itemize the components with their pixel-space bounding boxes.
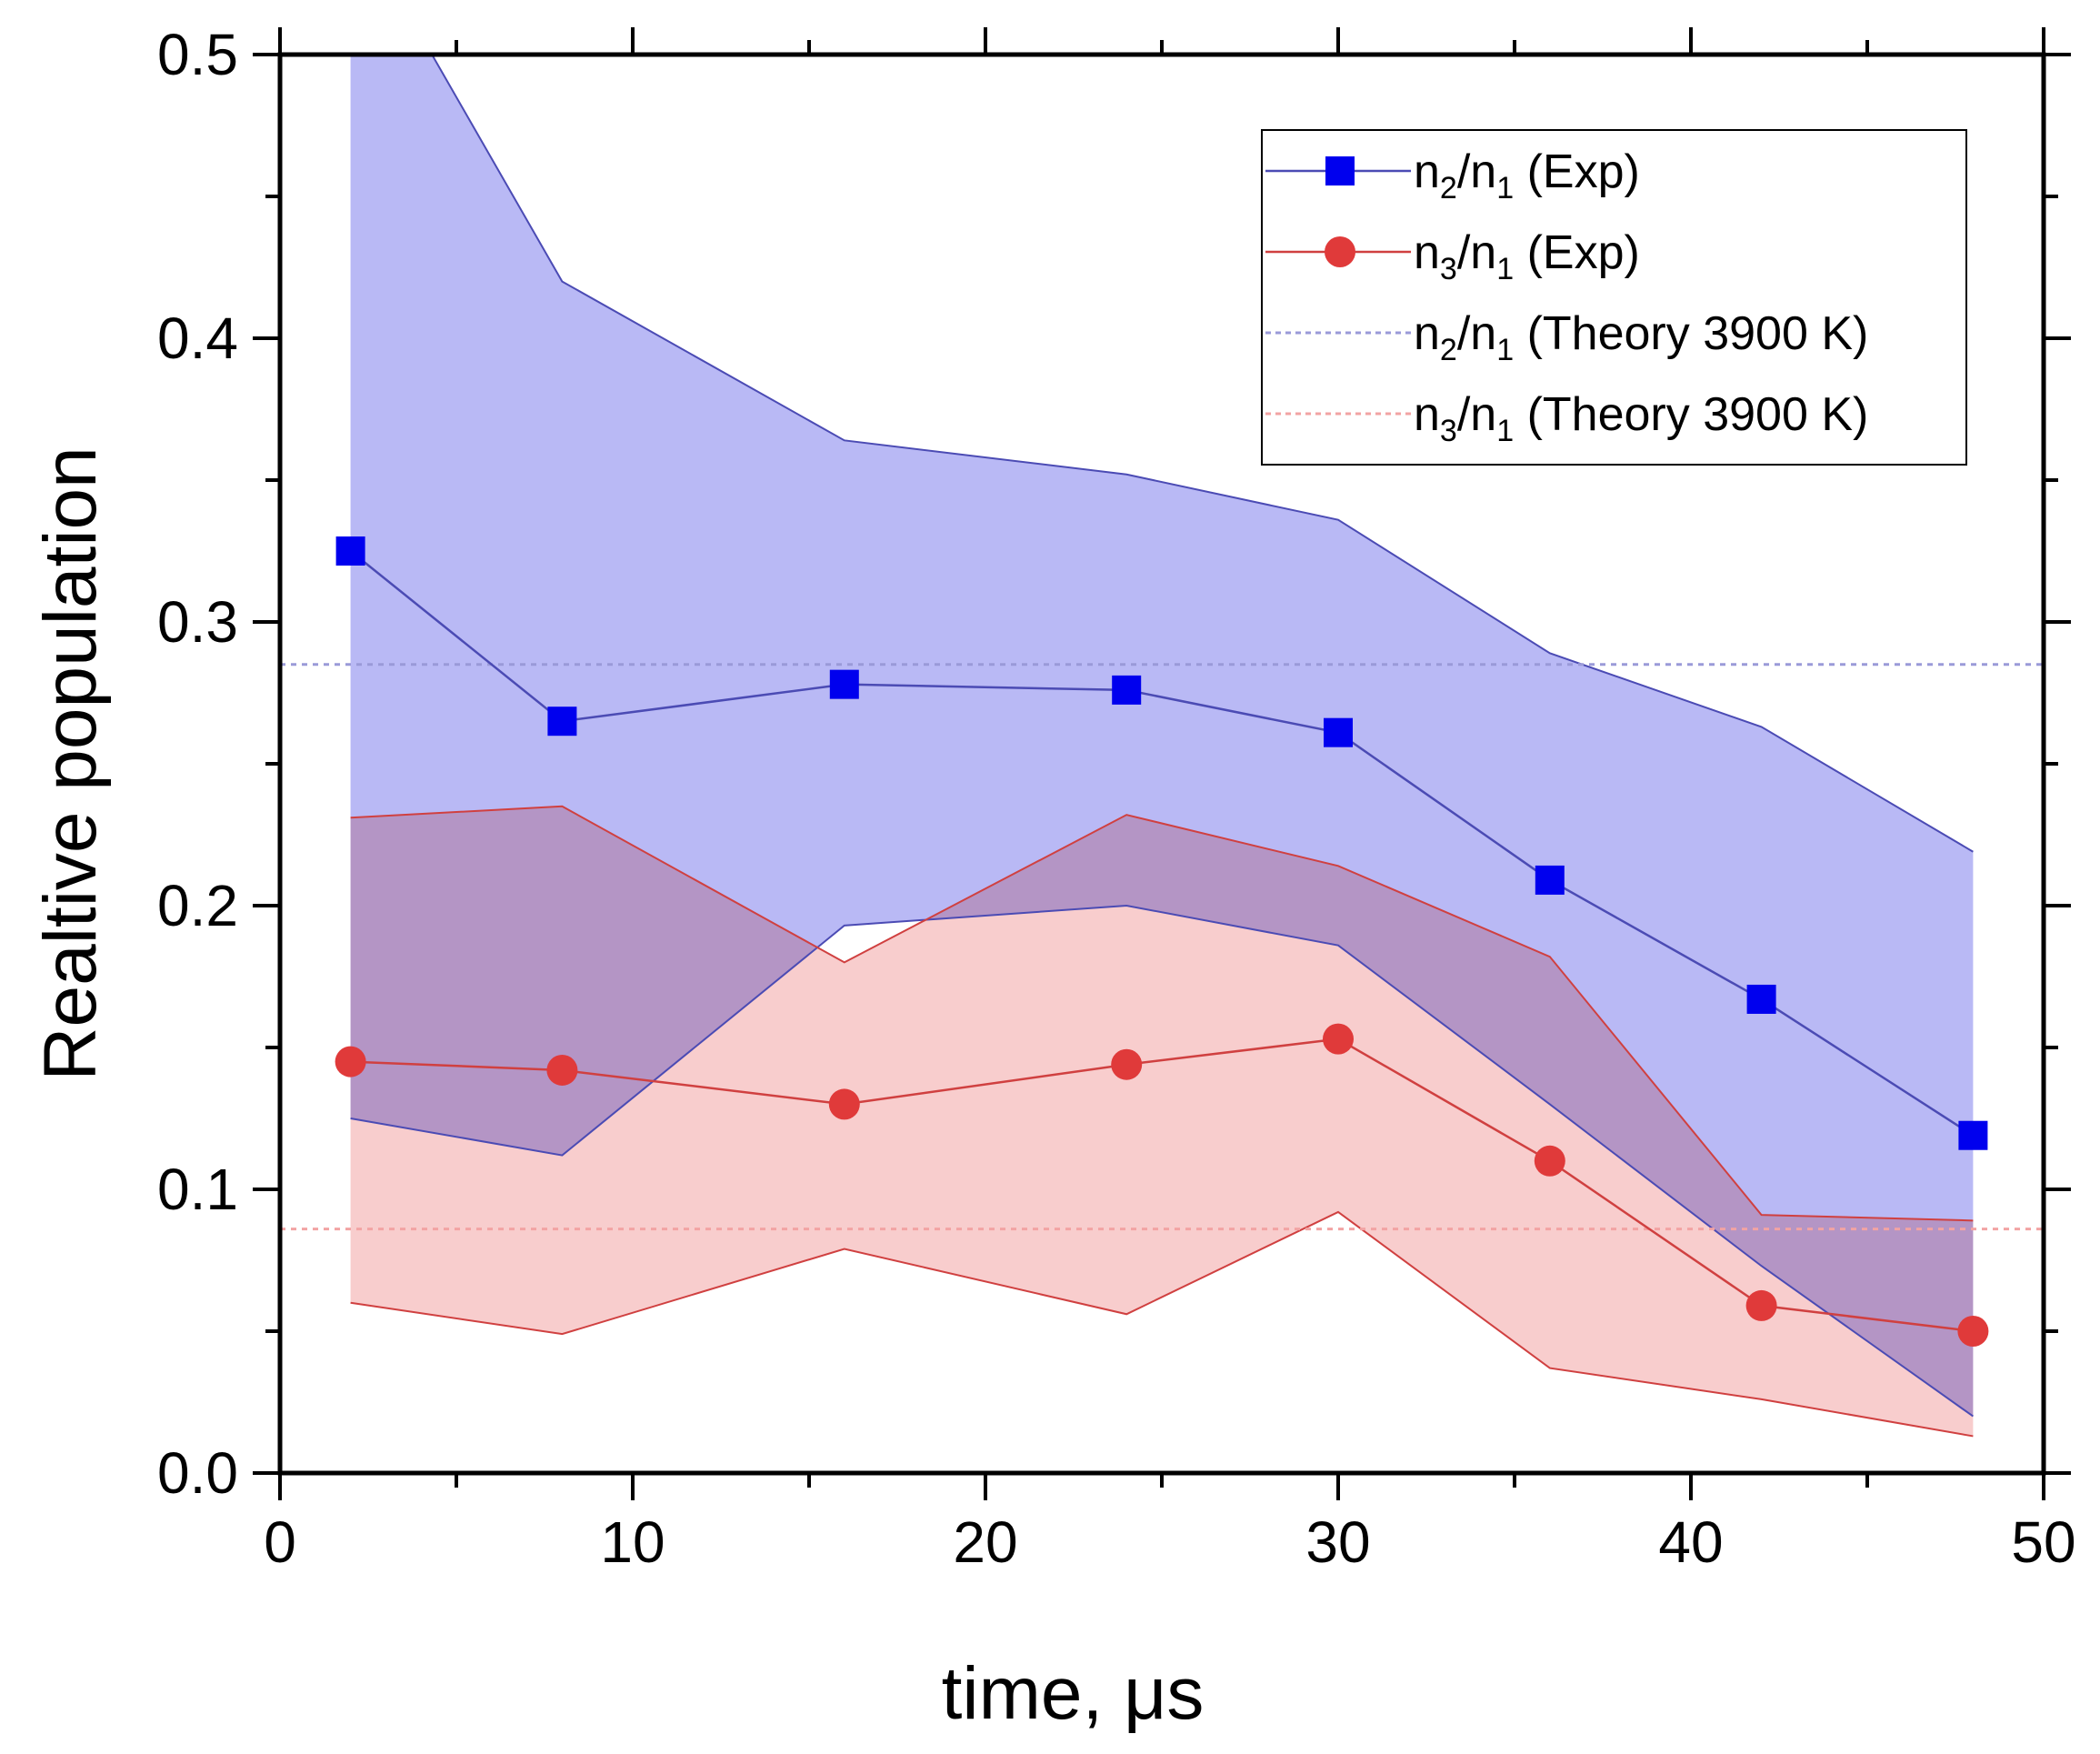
band-n2-n1-lower-edge [350,904,1974,1418]
data-point-n2-n1 [1324,717,1353,747]
series-lines [349,550,1975,1333]
x-tick-label: 40 [1658,1509,1723,1575]
x-tick-label: 0 [264,1509,296,1575]
data-point-n3-n1 [828,1088,860,1120]
legend-swatch-marker-1 [1325,236,1355,267]
legend-label-2: n2/n1 (Theory 3900 K) [1414,307,1868,367]
x-axis-title: time, μs [942,1652,1205,1735]
legend-text-part: (Exp) [1514,145,1640,198]
data-point-n3-n1 [1323,1023,1354,1055]
data-point-n3-n1 [1957,1316,1989,1347]
legend-subscript: 3 [1440,252,1457,286]
band-n3-n1-upper-edge [350,805,1974,1222]
legend-subscript: 2 [1440,333,1457,367]
data-point-n3-n1 [546,1054,578,1086]
legend-box [1261,129,1967,466]
x-tick-label: 10 [600,1509,665,1575]
data-point-n2-n1 [1535,865,1565,895]
x-tick-label: 20 [953,1509,1017,1575]
legend-text-part: /n [1457,226,1496,279]
data-point-n2-n1 [335,536,365,566]
legend-subscript: 1 [1496,333,1514,367]
series-line-n3-n1 [350,1037,1974,1333]
confidence-bands [350,55,1974,1438]
band-n3-n1 [350,806,1974,1437]
x-tick-label: 30 [1305,1509,1370,1575]
legend-label-0: n2/n1 (Exp) [1414,145,1640,205]
data-point-n3-n1 [1534,1145,1565,1177]
data-point-n2-n1 [1112,675,1142,705]
legend-text-part: n [1414,145,1440,198]
legend-text-part: (Theory 3900 K) [1514,388,1868,441]
legend-subscript: 1 [1496,171,1514,205]
legend-text-part: n [1414,226,1440,279]
legend-label-1: n3/n1 (Exp) [1414,226,1640,286]
legend-subscript: 1 [1496,414,1514,448]
legend-subscript: 1 [1496,252,1514,286]
legend-text-part: (Theory 3900 K) [1514,307,1868,360]
data-point-n2-n1 [1958,1120,1988,1150]
series-markers [335,536,1989,1347]
y-axis-title: Realtive population [29,446,112,1080]
y-tick-label: 0.4 [157,306,238,371]
y-tick-label: 0.0 [157,1440,238,1506]
legend-text-part: (Exp) [1514,226,1640,279]
legend-text-part: n [1414,307,1440,360]
y-tick-label: 0.2 [157,873,238,938]
axis-tick-labels: 0 10 20 30 40 50 0.0 0.1 0.2 0.3 0.4 0.5 [157,22,2076,1575]
legend-text-part: n [1414,388,1440,441]
axis-ticks [253,27,2071,1500]
legend-text-part: /n [1457,388,1496,441]
legend-swatch-marker-0 [1325,156,1355,185]
legend-subscript: 3 [1440,414,1457,448]
y-tick-label: 0.5 [157,22,238,87]
data-point-n3-n1 [335,1046,366,1077]
data-point-n3-n1 [1745,1289,1777,1321]
x-tick-label: 50 [2011,1509,2075,1575]
data-point-n2-n1 [1746,984,1776,1014]
data-point-n3-n1 [1111,1048,1143,1080]
data-point-n2-n1 [547,707,577,737]
band-n3-n1-lower-edge [350,1210,1974,1438]
legend: n2/n1 (Exp)n3/n1 (Exp)n2/n1 (Theory 3900… [1261,129,1967,466]
band-n2-n1-upper-edge [430,55,1974,853]
legend-label-3: n3/n1 (Theory 3900 K) [1414,388,1868,448]
series-line-n2-n1 [349,550,1975,1137]
data-point-n2-n1 [829,669,859,699]
legend-text-part: /n [1457,145,1496,198]
legend-subscript: 2 [1440,171,1457,205]
y-tick-label: 0.1 [157,1157,238,1222]
legend-text-part: /n [1457,307,1496,360]
y-tick-label: 0.3 [157,589,238,655]
